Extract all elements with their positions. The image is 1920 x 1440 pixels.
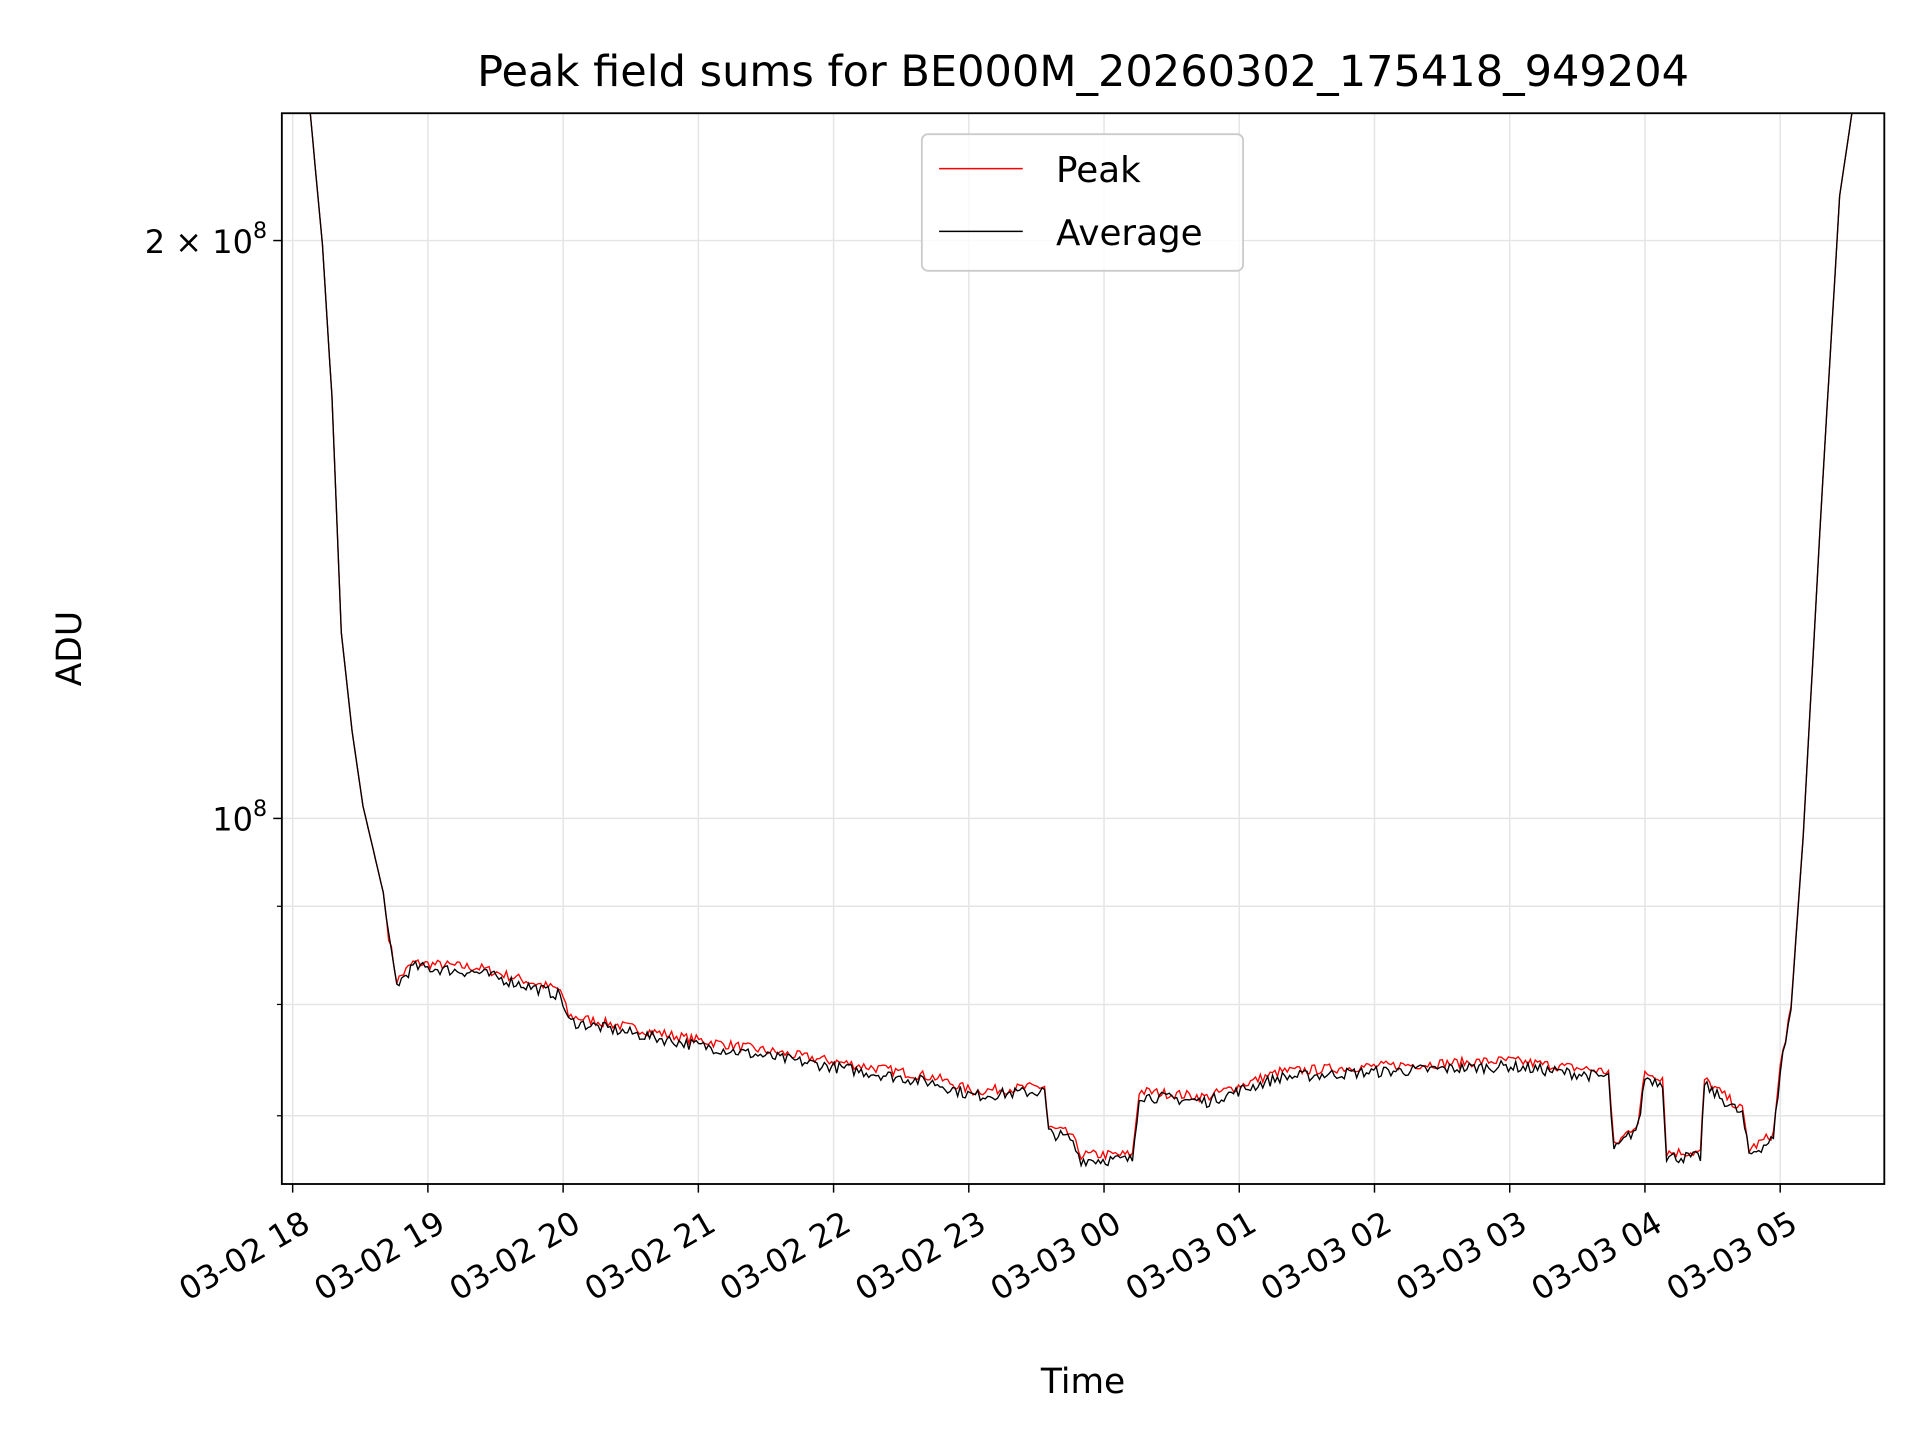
x-tick-label: 03-03 05 xyxy=(1660,1203,1804,1308)
y-axis-label: ADU xyxy=(50,611,90,686)
legend-average-label: Average xyxy=(1056,213,1203,254)
y-tick-label: 2 × 108 xyxy=(145,218,267,261)
y-axis: 108 2 × 108 xyxy=(145,218,282,1117)
x-axis-label: Time xyxy=(1040,1362,1125,1402)
series-line-peak xyxy=(309,113,1853,1161)
x-tick-label: 03-02 18 xyxy=(172,1203,316,1308)
chart-title: Peak field sums for BE000M_20260302_1754… xyxy=(477,47,1689,97)
x-tick-label: 03-03 01 xyxy=(1119,1203,1263,1308)
x-tick-label: 03-03 02 xyxy=(1254,1203,1398,1308)
legend: Peak Average xyxy=(920,133,1245,272)
x-tick-label: 03-03 03 xyxy=(1390,1203,1534,1308)
x-tick-label: 03-02 22 xyxy=(713,1203,857,1308)
x-tick-label: 03-02 20 xyxy=(443,1203,587,1308)
legend-peak-label: Peak xyxy=(1056,150,1141,191)
plot-frame xyxy=(280,112,1886,1185)
x-tick-label: 03-02 21 xyxy=(578,1203,722,1308)
series-line-average xyxy=(309,113,1853,1168)
grid xyxy=(281,113,1885,1184)
y-tick-label: 108 xyxy=(212,796,267,839)
x-tick-label: 03-02 23 xyxy=(849,1203,993,1308)
x-tick-label: 03-03 00 xyxy=(984,1203,1128,1308)
x-tick-label: 03-02 19 xyxy=(308,1203,452,1308)
series-group xyxy=(309,113,1853,1168)
x-tick-label: 03-03 04 xyxy=(1525,1203,1669,1308)
